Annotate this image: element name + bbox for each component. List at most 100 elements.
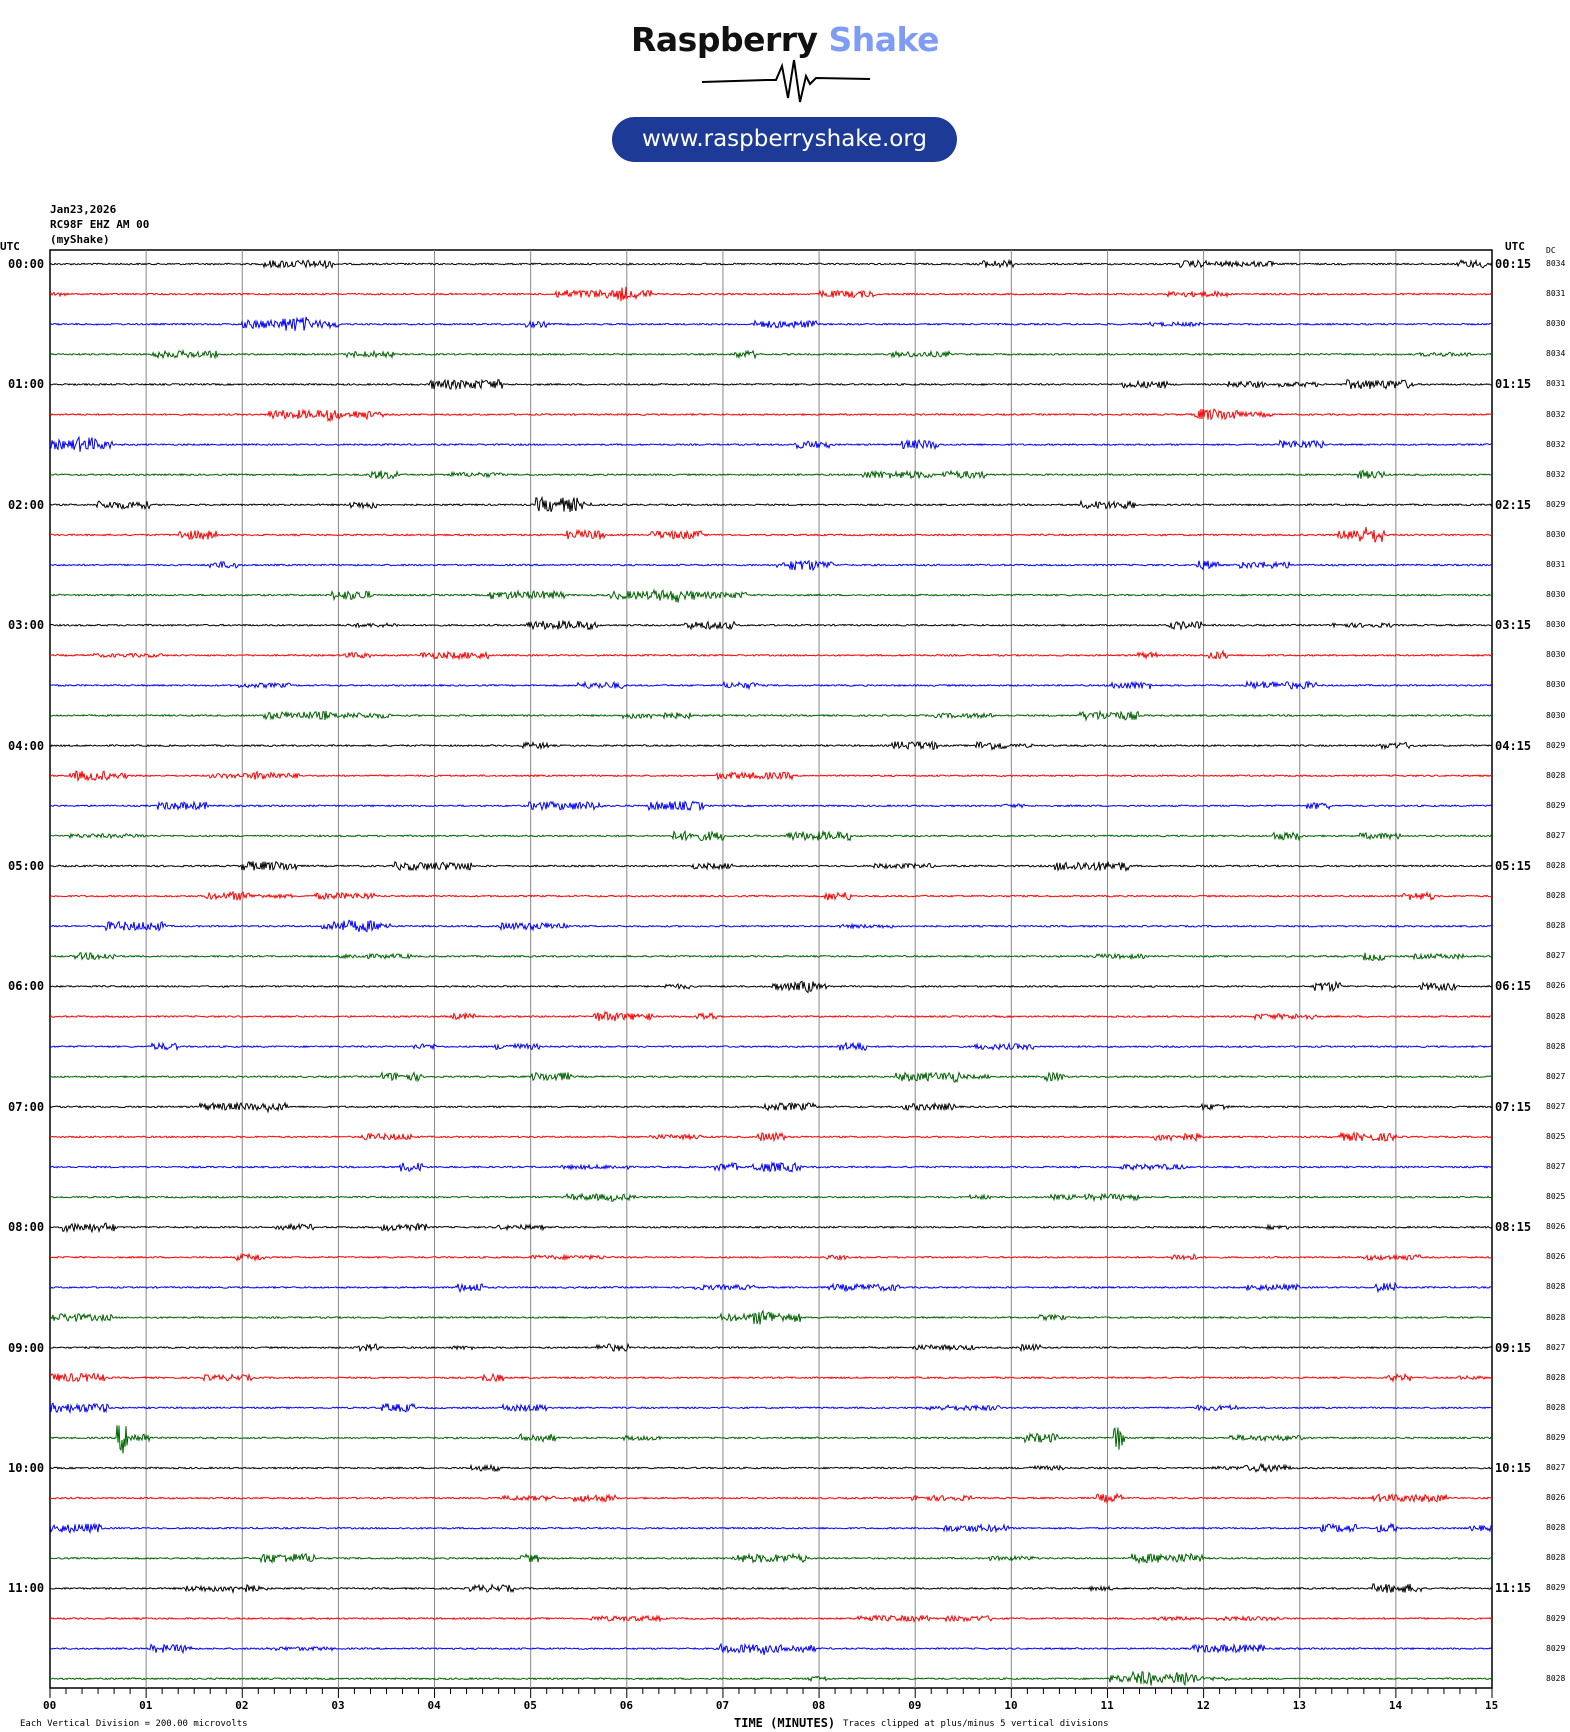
dc-value: 8027 [1546,1162,1566,1171]
dc-value: 8025 [1546,1131,1566,1141]
dc-value: 8030 [1546,319,1566,329]
hour-label-right: 05:15 [1495,859,1532,873]
dc-value: 8034 [1546,349,1566,359]
network-label: (myShake) [50,233,110,246]
trace-line [49,1642,1493,1656]
trace-line [49,1522,1493,1535]
trace-line [49,1492,1493,1505]
hour-label-left: 09:00 [8,1340,45,1355]
trace-line [49,1070,1493,1084]
trace-line [49,1131,1493,1143]
hour-label-left: 04:00 [8,738,45,753]
hour-label-left: 01:00 [8,377,45,392]
x-tick-label: 05 [523,1699,537,1712]
dc-value: 8030 [1546,590,1566,600]
x-tick-label: 04 [427,1699,441,1712]
trace-line [49,258,1493,270]
clip-note: Traces clipped at plus/minus 5 vertical … [843,1719,1109,1729]
date-label: Jan23,2026 [50,203,117,216]
dc-value: 8029 [1546,800,1566,810]
hour-label-right: 11:15 [1495,1581,1532,1596]
trace-line [49,495,1493,512]
dc-value: 8027 [1546,1463,1566,1472]
hour-label-left: 06:00 [8,979,45,994]
trace-line [49,1462,1493,1473]
trace-line [49,348,1493,360]
x-tick-label: 06 [619,1699,634,1712]
trace-line [49,527,1493,543]
trace-line [49,1041,1492,1052]
trace-line [50,1010,1493,1022]
hour-label-right: 06:15 [1495,979,1532,994]
hour-label-right: 03:15 [1495,618,1532,633]
trace-line [49,1425,1493,1454]
dc-value: 8028 [1546,1011,1566,1021]
x-tick-label: 10 [1004,1699,1018,1712]
trace-line [49,469,1493,480]
dc-value: 8028 [1546,1312,1566,1322]
hour-label-left: 00:00 [8,257,45,271]
hour-label-right: 00:15 [1495,257,1532,271]
trace-line [49,588,1493,603]
trace-line [49,1281,1493,1294]
dc-value: 8028 [1546,1282,1566,1292]
trace-line [49,1613,1493,1623]
x-tick-label: 15 [1485,1699,1499,1712]
x-axis-title: TIME (MINUTES) [734,1716,836,1730]
website-link[interactable]: www.raspberryshake.org [612,117,957,162]
trace-line [49,829,1493,842]
dc-value: 8032 [1546,469,1566,479]
station-label: RC98F EHZ AM 00 [50,218,150,231]
trace-line [49,649,1493,661]
dc-value: 8029 [1546,499,1566,509]
hour-label-left: 07:00 [8,1099,45,1114]
dc-value: 8027 [1546,1071,1566,1081]
trace-line [49,316,1493,331]
scale-note: Each Vertical Division = 200.00 microvol… [20,1719,248,1729]
x-tick-label: 14 [1388,1699,1403,1712]
x-tick-label: 03 [331,1699,345,1712]
trace-line [49,709,1493,722]
left-utc-title: UTC [0,240,20,253]
dc-value: 8026 [1546,1493,1566,1503]
trace-line [49,435,1493,452]
right-utc-title: UTC [1505,240,1525,253]
x-tick-label: 12 [1196,1699,1210,1712]
dc-value: 8032 [1546,409,1566,419]
dc-value: 8027 [1546,951,1566,961]
dc-value: 8028 [1546,770,1566,780]
trace-line [49,951,1493,962]
plot-frame [49,249,1493,1689]
x-tick-label: 09 [908,1699,922,1712]
dc-value: 8034 [1546,259,1566,268]
x-tick-label: 00 [43,1699,57,1712]
trace-line [49,1372,1493,1383]
dc-value: 8030 [1546,680,1566,690]
dc-value: 8028 [1546,1372,1566,1382]
hour-label-left: 10:00 [8,1461,45,1475]
x-tick-label: 07 [715,1699,730,1712]
trace-line [49,1222,1493,1234]
trace-line [49,1192,1493,1203]
trace-line [49,890,1493,902]
trace-line [49,679,1493,691]
x-tick-label: 01 [139,1699,153,1712]
trace-line [49,1552,1493,1565]
dc-value: 8029 [1546,1643,1566,1653]
trace-line [49,1101,1493,1114]
trace-line [49,740,1493,752]
dc-value: 8026 [1546,981,1566,991]
hour-label-left: 11:00 [8,1581,45,1596]
dc-value: 8028 [1546,921,1566,931]
trace-line [50,1342,1493,1353]
dc-value: 8028 [1546,1041,1566,1051]
logo-title: Raspberry Shake [631,20,940,59]
dc-value: 8030 [1546,650,1566,660]
dc-value: 8028 [1546,861,1566,870]
trace-line [49,980,1493,994]
trace-line [49,1309,1493,1325]
dc-value: 8027 [1546,1342,1566,1352]
dc-value: 8027 [1546,830,1566,840]
hour-label-left: 03:00 [8,618,45,633]
dc-title: DC [1546,246,1556,255]
